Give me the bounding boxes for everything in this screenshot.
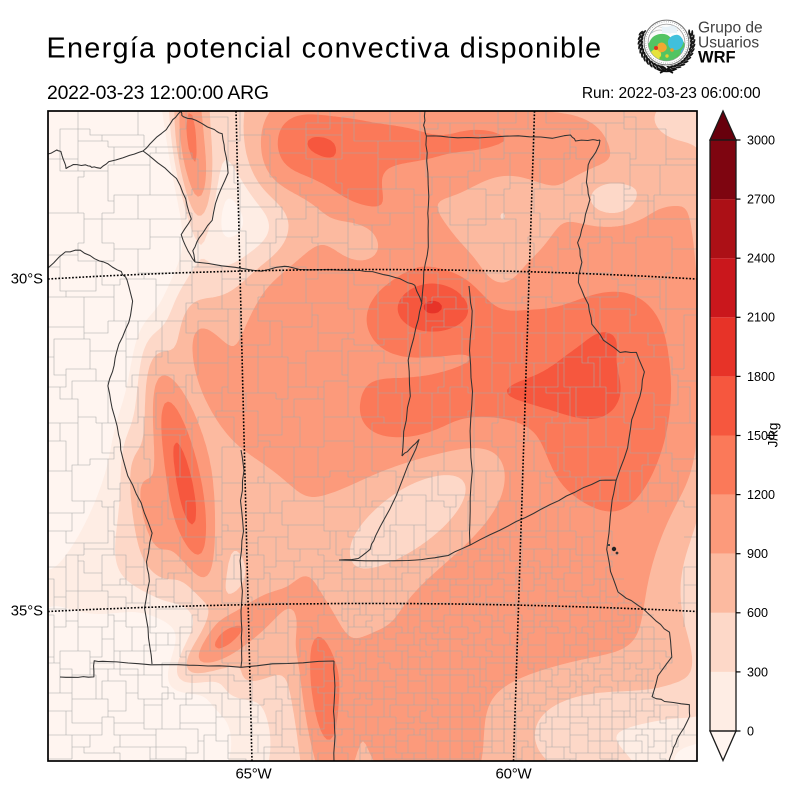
svg-text:2400: 2400 bbox=[747, 252, 775, 266]
svg-text:30°S: 30°S bbox=[11, 272, 43, 288]
svg-text:0: 0 bbox=[747, 724, 754, 738]
svg-text:Grupo de: Grupo de bbox=[698, 20, 763, 37]
svg-text:300: 300 bbox=[747, 665, 768, 679]
svg-text:600: 600 bbox=[747, 606, 768, 620]
svg-text:Run: 2022-03-23 06:00:00: Run: 2022-03-23 06:00:00 bbox=[582, 85, 761, 102]
svg-text:Energía potencial convectiva d: Energía potencial convectiva disponible bbox=[47, 33, 603, 65]
svg-text:1800: 1800 bbox=[747, 370, 775, 384]
svg-text:35°S: 35°S bbox=[11, 604, 43, 620]
svg-text:WRF: WRF bbox=[698, 49, 736, 67]
svg-text:60°W: 60°W bbox=[495, 766, 532, 783]
svg-text:65°W: 65°W bbox=[235, 766, 272, 783]
svg-text:2022-03-23 12:00:00 ARG: 2022-03-23 12:00:00 ARG bbox=[47, 82, 269, 104]
svg-text:3000: 3000 bbox=[747, 133, 775, 147]
svg-text:1200: 1200 bbox=[747, 488, 775, 502]
svg-text:900: 900 bbox=[747, 547, 768, 561]
svg-text:1500: 1500 bbox=[747, 429, 775, 443]
svg-text:2700: 2700 bbox=[747, 193, 775, 207]
svg-text:Usuarios: Usuarios bbox=[698, 35, 759, 52]
svg-text:J/kg: J/kg bbox=[766, 423, 781, 448]
svg-text:2100: 2100 bbox=[747, 311, 775, 325]
